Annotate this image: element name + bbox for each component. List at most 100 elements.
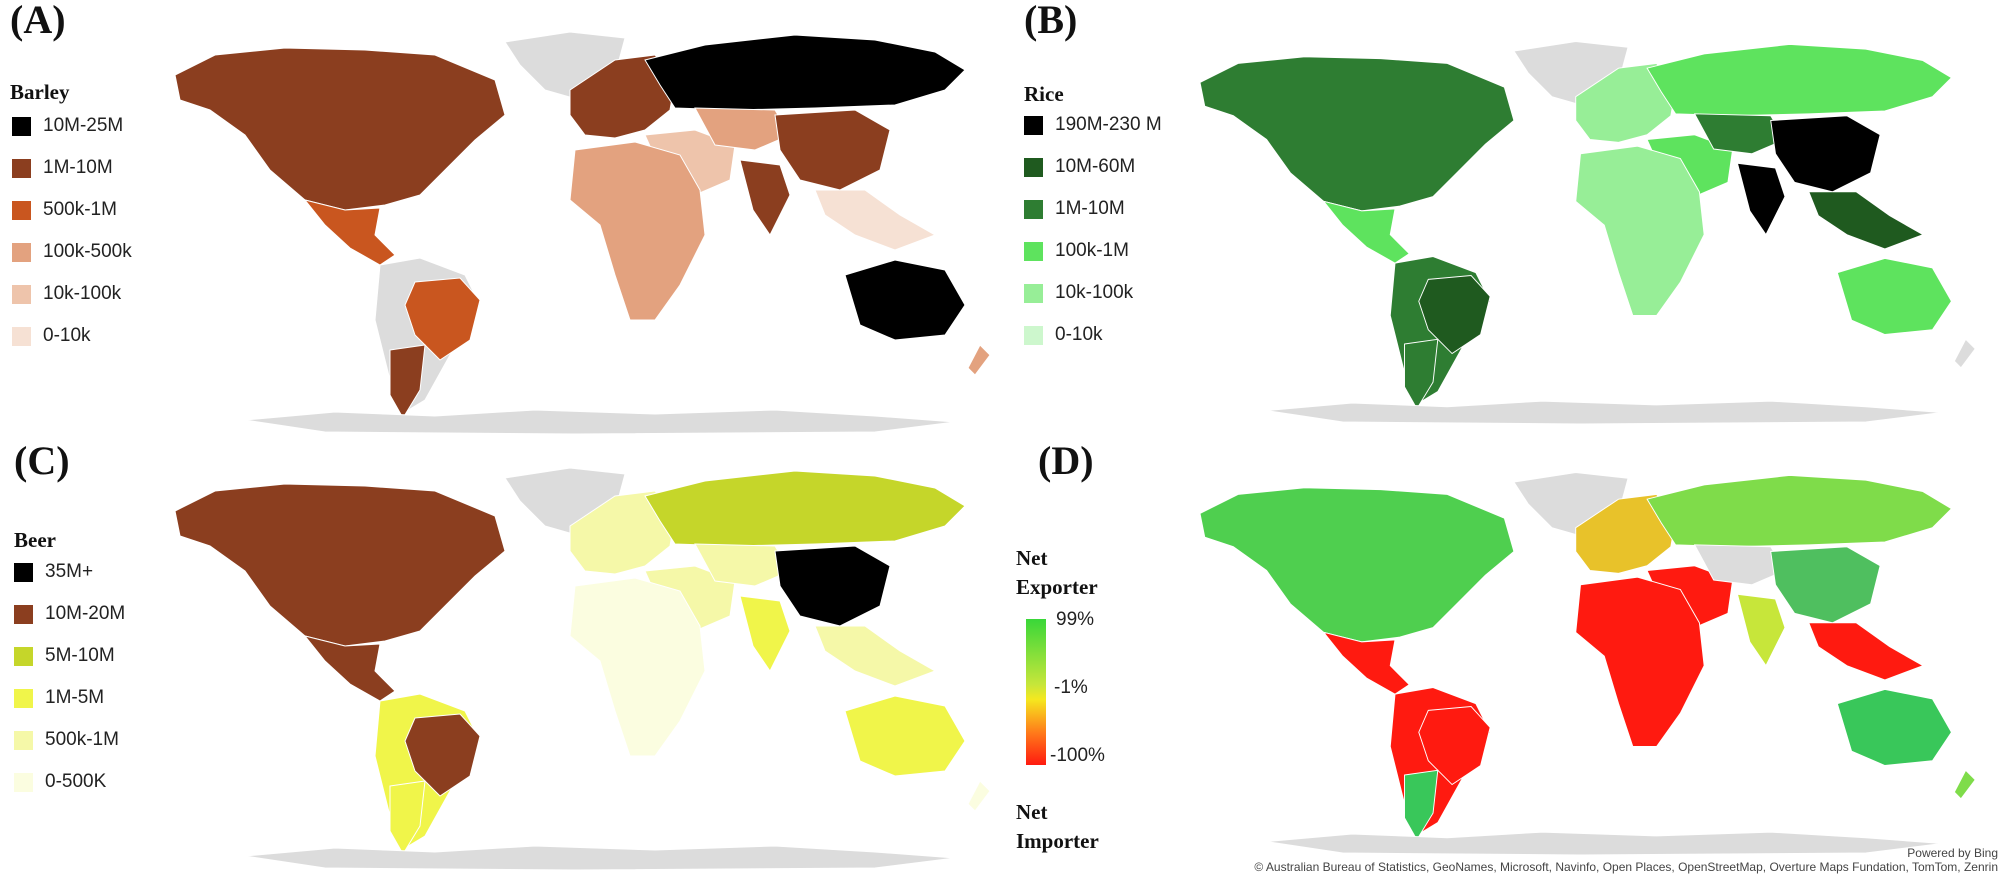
world-map-c xyxy=(174,467,991,871)
region-antarctica xyxy=(244,845,956,871)
legend-swatch xyxy=(14,646,33,666)
legend-swatch xyxy=(14,730,33,750)
legend-label: 0-10k xyxy=(1055,324,1103,345)
scale-label-mid: -1% xyxy=(1054,677,1088,698)
region-central-asia xyxy=(1693,544,1786,586)
region-europe xyxy=(1575,493,1677,574)
legend-label: 5M-10M xyxy=(45,645,115,666)
legend-label: 10M-60M xyxy=(1055,156,1136,177)
diverging-color-scale xyxy=(1026,619,1046,765)
legend-label: 500k-1M xyxy=(43,199,117,220)
region-north-america xyxy=(1199,56,1515,212)
region-north-america xyxy=(1199,487,1515,643)
legend-label: 10k-100k xyxy=(43,283,122,304)
legend-swatch xyxy=(14,604,33,624)
legend-swatch xyxy=(12,200,31,220)
legend-item: 190M-230 M xyxy=(1024,104,1162,146)
world-map-b xyxy=(1199,41,1976,425)
legend-label: 35M+ xyxy=(45,561,94,582)
legend-item: 500k-1M xyxy=(14,719,125,761)
region-europe xyxy=(1575,62,1677,143)
region-antarctica xyxy=(1266,831,1943,856)
legend-label: 190M-230 M xyxy=(1055,114,1162,135)
legend-swatch xyxy=(14,562,33,582)
legend-item: 10k-100k xyxy=(1024,272,1162,314)
region-argentina xyxy=(389,344,426,419)
region-central-asia xyxy=(694,107,791,151)
legend-item: 0-500K xyxy=(14,761,125,803)
region-australia xyxy=(844,259,966,341)
legend-swatch xyxy=(14,772,33,792)
legend-item: 10M-20M xyxy=(14,593,125,635)
legend-swatch xyxy=(12,242,31,262)
region-china xyxy=(774,109,891,191)
region-new-zealand xyxy=(1953,769,1976,800)
legend-a: 10M-25M 1M-10M 500k-1M 100k-500k 10k-100… xyxy=(12,105,132,357)
region-antarctica xyxy=(244,409,956,435)
region-southeast-asia xyxy=(814,625,937,687)
region-russia xyxy=(1646,474,1953,548)
legend-label: 10M-25M xyxy=(43,115,124,136)
legend-label: 0-10k xyxy=(43,325,91,346)
legend-item: 0-10k xyxy=(1024,314,1162,356)
legend-label: 10M-20M xyxy=(45,603,126,624)
region-europe xyxy=(569,54,676,139)
world-map-a xyxy=(174,31,991,435)
legend-item: 100k-1M xyxy=(1024,230,1162,272)
legend-label: 100k-500k xyxy=(43,241,132,262)
region-africa xyxy=(569,141,706,321)
region-north-america xyxy=(174,47,506,211)
region-brazil xyxy=(404,713,481,797)
legend-item: 35M+ xyxy=(14,551,125,593)
legend-item: 10M-25M xyxy=(12,105,132,147)
region-southeast-asia xyxy=(814,189,937,251)
region-new-zealand xyxy=(1953,338,1976,369)
legend-item: 500k-1M xyxy=(12,189,132,231)
legend-d-title-top: Net Exporter xyxy=(1016,546,1098,599)
region-new-zealand xyxy=(967,344,991,376)
region-central-asia xyxy=(1693,113,1786,155)
region-new-zealand xyxy=(967,780,991,812)
legend-b-title: Rice xyxy=(1024,82,1064,106)
region-india xyxy=(1736,593,1786,667)
legend-c-title: Beer xyxy=(14,528,56,552)
region-africa xyxy=(1575,145,1705,316)
region-africa xyxy=(1575,576,1705,747)
legend-swatch xyxy=(1024,241,1043,261)
world-map-d xyxy=(1199,472,1976,856)
region-brazil xyxy=(1418,275,1491,355)
legend-label: 0-500K xyxy=(45,771,107,792)
legend-item: 5M-10M xyxy=(14,635,125,677)
region-brazil xyxy=(404,277,481,361)
region-mexico xyxy=(303,199,396,266)
legend-item: 10M-60M xyxy=(1024,146,1162,188)
scale-label-top: 99% xyxy=(1056,609,1095,630)
region-china xyxy=(1770,115,1881,193)
region-argentina xyxy=(1404,338,1439,410)
legend-swatch xyxy=(1024,283,1043,303)
legend-label: 100k-1M xyxy=(1055,240,1129,261)
region-mexico xyxy=(1322,631,1411,695)
panel-d: (D) Net Exporter 99% -1% -100% Net Impor… xyxy=(1000,438,2000,882)
legend-item: 100k-500k xyxy=(12,231,132,273)
legend-item: 1M-5M xyxy=(14,677,125,719)
attribution-powered-by: Powered by Bing xyxy=(1907,846,1998,860)
legend-swatch xyxy=(14,688,33,708)
legend-swatch xyxy=(1024,115,1043,135)
attribution: Powered by Bing © Australian Bureau of S… xyxy=(1138,846,1998,874)
region-australia xyxy=(1836,688,1953,766)
region-russia xyxy=(644,34,966,111)
legend-swatch xyxy=(12,116,31,136)
legend-swatch xyxy=(1024,157,1043,177)
attribution-credits: © Australian Bureau of Statistics, GeoNa… xyxy=(1254,860,1998,874)
region-india xyxy=(739,595,791,672)
panel-c-label: (C) xyxy=(14,438,70,483)
region-mexico xyxy=(303,635,396,702)
panel-b-label: (B) xyxy=(1024,0,1078,42)
legend-label: 10k-100k xyxy=(1055,282,1134,303)
region-central-asia xyxy=(694,543,791,587)
region-antarctica xyxy=(1266,400,1943,425)
panel-a-label: (A) xyxy=(10,0,66,42)
region-india xyxy=(1736,162,1786,236)
legend-a-title: Barley xyxy=(10,80,70,104)
